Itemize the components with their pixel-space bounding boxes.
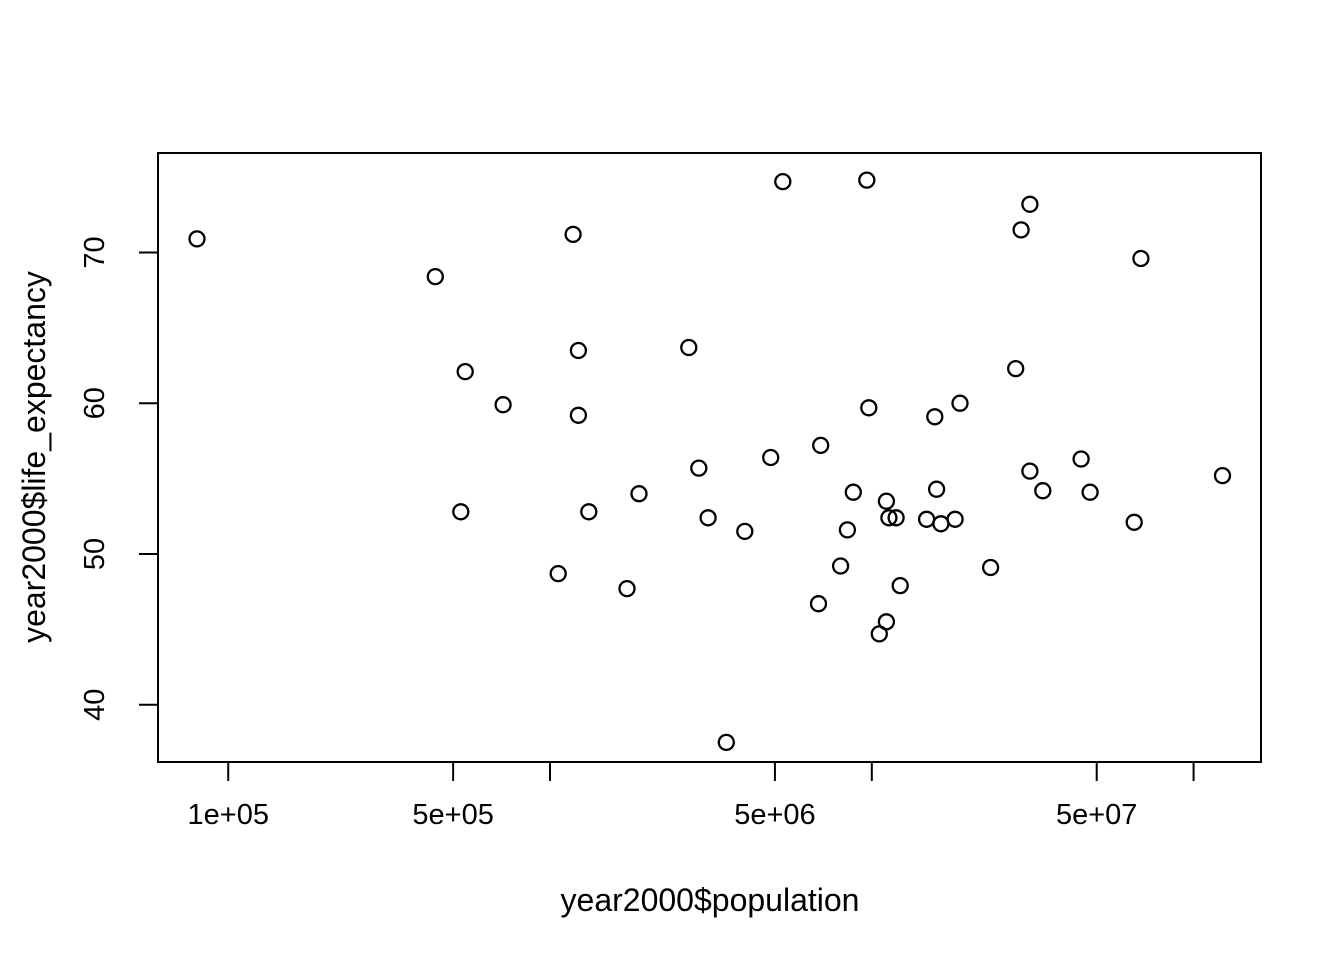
data-point [456,362,474,381]
data-point [762,448,780,467]
data-point [917,510,936,528]
y-tick-label: 40 [79,689,111,721]
data-point [946,510,964,528]
data-point [630,485,648,503]
data-point [564,225,582,244]
data-point [891,576,909,595]
data-point [1034,482,1052,500]
data-point [887,509,905,527]
data-point [877,492,896,510]
data-point [1007,359,1025,378]
data-point [580,503,598,521]
data-point [858,171,876,189]
data-point [951,394,969,412]
data-point [717,733,735,752]
data-point [1021,462,1039,480]
y-tick-label: 70 [79,236,111,268]
data-point [452,503,470,521]
data-point [981,558,1000,577]
data-point [426,267,444,286]
x-tick-label: 5e+07 [1056,799,1137,831]
y-tick-label: 60 [79,387,111,419]
data-point [1012,221,1030,239]
y-axis-title: year2000$life_expectancy [16,271,52,643]
x-axis-title: year2000$population [561,882,860,918]
data-point [188,230,206,248]
data-point [812,436,830,455]
x-tick-label: 1e+05 [188,799,269,831]
data-point [680,338,698,357]
data-point [494,396,512,414]
data-point [809,595,828,613]
data-point [1072,450,1090,468]
data-point [932,515,950,533]
data-point [1125,513,1143,531]
x-tick-label: 5e+05 [412,799,493,831]
data-point [569,341,588,360]
data-point [569,406,588,424]
data-point [1021,195,1039,213]
data-point [699,509,717,527]
data-point [618,579,636,598]
y-tick-label: 50 [79,538,111,570]
data-point [870,625,888,643]
data-point [1081,483,1099,501]
data-point [1213,466,1232,485]
data-point [860,399,878,417]
data-point [736,522,754,541]
data-point [926,408,944,426]
x-tick-label: 5e+06 [734,799,815,831]
data-point [844,483,862,501]
data-point [1132,249,1150,268]
data-point [927,480,946,498]
data-point [831,557,850,575]
data-point [549,564,567,583]
data-point [774,172,792,191]
plot-border [157,152,1262,763]
data-point [690,459,708,477]
data-point [838,521,857,539]
data-point [880,509,898,527]
